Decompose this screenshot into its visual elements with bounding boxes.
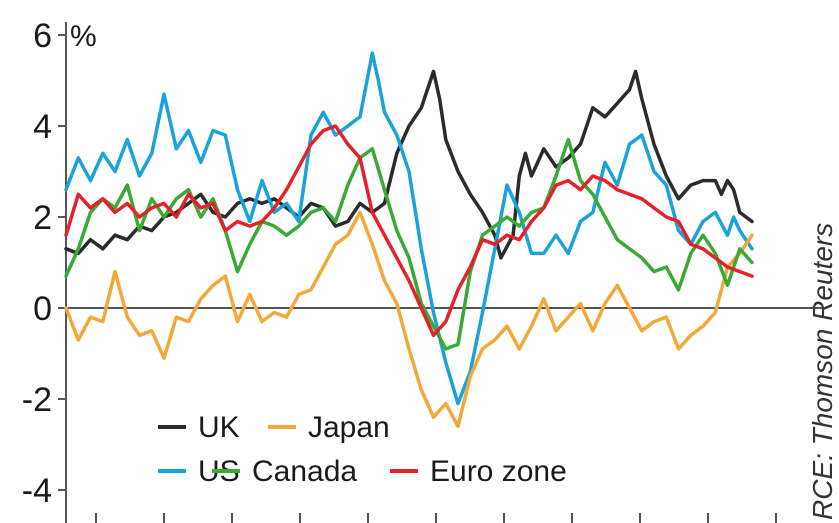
y-tick-label: 0	[33, 290, 52, 328]
series-line-uk	[64, 69, 754, 260]
y-tick-label: 4	[33, 108, 52, 146]
y-tick-label: -2	[22, 381, 52, 419]
legend-item-uk: UK	[158, 411, 240, 444]
legend-label: Euro zone	[430, 455, 567, 488]
legend-label: UK	[198, 411, 240, 444]
y-tick-label: -4	[22, 472, 52, 510]
y-tick-label: 6	[33, 17, 52, 55]
series-line-us	[64, 51, 754, 406]
series-line-euro-zone	[64, 124, 754, 338]
y-axis: 6 4 2 0 -2 -4	[22, 17, 822, 523]
series-lines	[64, 51, 754, 429]
series-line-canada	[64, 137, 754, 351]
legend-item-japan: Japan	[268, 411, 390, 444]
series-line-japan	[64, 210, 754, 429]
y-axis-unit-label: %	[70, 20, 97, 53]
legend-label: Canada	[252, 455, 357, 488]
legend-item-euro-zone: Euro zone	[390, 455, 567, 488]
y-tick-label: 2	[33, 199, 52, 237]
source-label: RCE: Thomson Reuters	[807, 223, 838, 520]
legend-item-canada: Canada	[212, 455, 357, 488]
legend-label: Japan	[308, 411, 390, 444]
